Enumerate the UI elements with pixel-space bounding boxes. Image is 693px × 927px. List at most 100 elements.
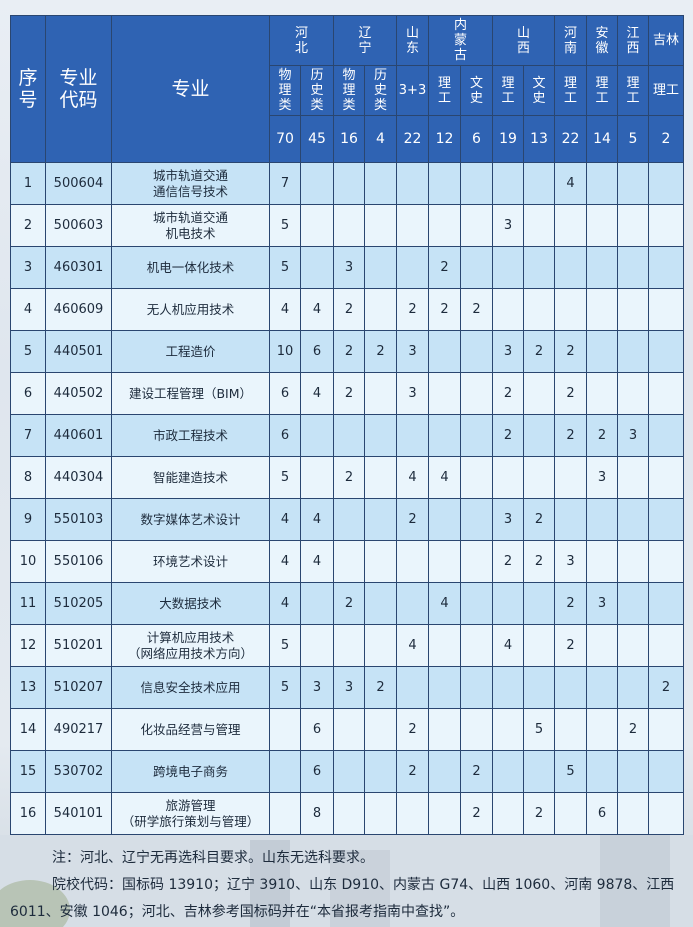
cell-quota: 2: [460, 792, 493, 835]
cell-quota: [333, 792, 365, 835]
cell-quota: [396, 792, 429, 835]
cell-quota: [617, 792, 649, 835]
header-quota-count: 19: [492, 115, 524, 163]
cell-quota: 4: [428, 582, 461, 625]
cell-quota: [586, 666, 618, 709]
cell-quota: [554, 666, 587, 709]
header-quota-count: 5: [617, 115, 649, 163]
major-line: 化妆品经营与管理: [140, 721, 241, 737]
cell-seq: 16: [10, 792, 46, 835]
header-quota-count: 12: [428, 115, 461, 163]
cell-quota: [460, 624, 493, 667]
cell-quota: 2: [460, 750, 493, 793]
header-quota-count: 22: [396, 115, 429, 163]
cell-quota: [617, 162, 649, 205]
cell-quota: [364, 582, 397, 625]
cell-quota: [586, 288, 618, 331]
cell-quota: [554, 246, 587, 289]
subject-label: 理工: [595, 75, 609, 106]
cell-quota: [617, 750, 649, 793]
note-school-codes: 院校代码：国标码 13910；辽宁 3910、山东 D910、内蒙古 G74、山…: [10, 877, 675, 920]
cell-quota: [648, 708, 684, 751]
cell-quota: 2: [554, 330, 587, 373]
cell-quota: [586, 498, 618, 541]
cell-quota: [428, 162, 461, 205]
cell-quota: 2: [333, 456, 365, 499]
cell-quota: [428, 498, 461, 541]
cell-quota: [269, 750, 301, 793]
cell-quota: 4: [300, 372, 334, 415]
major-line: 建设工程管理（BIM）: [128, 385, 253, 401]
cell-code: 550103: [45, 498, 112, 541]
header-major: 专业: [111, 15, 270, 163]
cell-quota: [648, 624, 684, 667]
cell-quota: [460, 330, 493, 373]
cell-quota: 3: [492, 330, 524, 373]
table-body: 1 500604 城市轨道交通 通信信号技术 7 4 2 500603 城市轨道交通 机电技术 5 3…: [10, 162, 684, 835]
major-line: 信息安全技术应用: [140, 679, 241, 695]
table-row: 6 440502 建设工程管理（BIM） 6 4 2 3 2 2: [10, 372, 684, 415]
table-row: 11 510205 大数据技术 4 2 4 2 3: [10, 582, 684, 625]
cell-quota: [617, 372, 649, 415]
cell-seq: 1: [10, 162, 46, 205]
cell-quota: [617, 330, 649, 373]
header-subject: 文史: [523, 65, 555, 116]
cell-quota: 2: [396, 708, 429, 751]
cell-quota: [648, 582, 684, 625]
cell-quota: [648, 498, 684, 541]
cell-seq: 8: [10, 456, 46, 499]
cell-seq: 5: [10, 330, 46, 373]
table-row: 8 440304 智能建造技术 5 2 4 4 3: [10, 456, 684, 499]
cell-quota: [396, 666, 429, 709]
major-line: 城市轨道交通: [152, 167, 228, 183]
subject-label: 物理类: [278, 68, 292, 113]
cell-quota: [648, 372, 684, 415]
cell-major: 市政工程技术: [111, 414, 270, 457]
cell-code: 490217: [45, 708, 112, 751]
cell-quota: [648, 288, 684, 331]
table-row: 12 510201 计算机应用技术 （网络应用技术方向） 5 4 4 2: [10, 624, 684, 667]
cell-quota: 10: [269, 330, 301, 373]
cell-seq: 15: [10, 750, 46, 793]
cell-quota: [586, 750, 618, 793]
cell-quota: [617, 204, 649, 247]
cell-quota: [396, 204, 429, 247]
table-row: 1 500604 城市轨道交通 通信信号技术 7 4: [10, 162, 684, 205]
cell-quota: 3: [586, 456, 618, 499]
table-row: 16 540101 旅游管理 （研学旅行策划与管理） 8 2 2 6: [10, 792, 684, 835]
cell-quota: [460, 204, 493, 247]
cell-quota: 2: [523, 330, 555, 373]
cell-quota: [523, 666, 555, 709]
cell-quota: 3: [586, 582, 618, 625]
cell-quota: [586, 204, 618, 247]
header-quota-count: 2: [648, 115, 684, 163]
table-row: 4 460609 无人机应用技术 4 4 2 2 2 2: [10, 288, 684, 331]
cell-quota: [333, 708, 365, 751]
cell-quota: 2: [460, 288, 493, 331]
cell-quota: 5: [269, 624, 301, 667]
cell-major: 化妆品经营与管理: [111, 708, 270, 751]
cell-quota: 7: [269, 162, 301, 205]
cell-quota: 2: [396, 498, 429, 541]
cell-quota: 2: [554, 414, 587, 457]
cell-seq: 2: [10, 204, 46, 247]
subject-label: 物理类: [342, 68, 356, 113]
cell-quota: [586, 708, 618, 751]
header-province: 内蒙古: [428, 15, 493, 66]
cell-quota: [364, 498, 397, 541]
major-line: 计算机应用技术: [146, 629, 235, 645]
subject-label: 理工: [626, 75, 640, 106]
cell-quota: 2: [333, 372, 365, 415]
subject-label: 历史类: [374, 68, 388, 113]
cell-quota: [523, 288, 555, 331]
major-line: 机电一体化技术: [146, 259, 235, 275]
cell-quota: 4: [269, 582, 301, 625]
cell-quota: [648, 414, 684, 457]
header-province: 山东: [396, 15, 429, 66]
cell-quota: [428, 204, 461, 247]
province-name: 山东: [406, 25, 420, 56]
cell-quota: [428, 666, 461, 709]
cell-quota: 8: [300, 792, 334, 835]
header-quota-count: 13: [523, 115, 555, 163]
cell-quota: 3: [554, 540, 587, 583]
